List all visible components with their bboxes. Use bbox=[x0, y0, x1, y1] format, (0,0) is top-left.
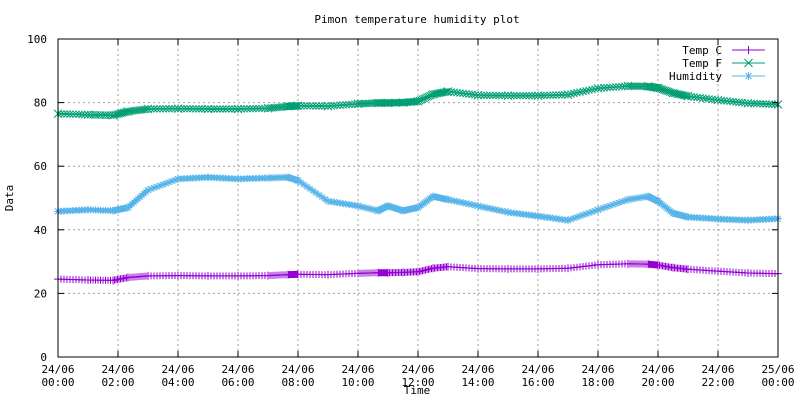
x-tick-date: 25/06 bbox=[761, 363, 794, 376]
x-tick-date: 24/06 bbox=[281, 363, 314, 376]
chart-title: Pimon temperature humidity plot bbox=[314, 13, 519, 26]
x-tick-time: 06:00 bbox=[221, 376, 254, 389]
series-temp-f bbox=[53, 81, 783, 120]
y-tick-label: 20 bbox=[34, 287, 47, 300]
humidity-marker-trail bbox=[57, 173, 779, 224]
y-tick-label: 60 bbox=[34, 160, 47, 173]
legend-swatch-marker bbox=[744, 72, 753, 80]
x-tick-time: 14:00 bbox=[461, 376, 494, 389]
x-tick-label: 24/06 22:00 bbox=[701, 363, 734, 389]
x-tick-time: 04:00 bbox=[161, 376, 194, 389]
x-tick-label: 24/06 04:00 bbox=[161, 363, 194, 389]
x-tick-date: 24/06 bbox=[521, 363, 554, 376]
x-tick-date: 24/06 bbox=[221, 363, 254, 376]
x-tick-date: 24/06 bbox=[581, 363, 614, 376]
x-tick-label: 24/06 06:00 bbox=[221, 363, 254, 389]
legend-label: Temp C bbox=[682, 44, 722, 57]
legend-item-temp-f: Temp F bbox=[682, 57, 765, 70]
series-temp-c bbox=[54, 259, 782, 285]
x-tick-date: 24/06 bbox=[161, 363, 194, 376]
x-tick-date: 24/06 bbox=[461, 363, 494, 376]
x-tick-time: 08:00 bbox=[281, 376, 314, 389]
x-tick-date: 24/06 bbox=[641, 363, 674, 376]
legend-label: Humidity bbox=[669, 70, 722, 83]
humidity-point bbox=[474, 201, 482, 210]
x-tick-label: 24/06 12:00 bbox=[401, 363, 434, 389]
x-tick-label: 24/06 14:00 bbox=[461, 363, 494, 389]
legend-item-humidity: Humidity bbox=[669, 70, 765, 83]
temp-c-marker-trail bbox=[57, 260, 779, 284]
x-tick-time: 12:00 bbox=[401, 376, 434, 389]
x-tick-label: 24/06 18:00 bbox=[581, 363, 614, 389]
x-tick-label: 24/06 02:00 bbox=[101, 363, 134, 389]
x-tick-label: 24/06 10:00 bbox=[341, 363, 374, 389]
x-tick-time: 18:00 bbox=[581, 376, 614, 389]
x-tick-date: 24/06 bbox=[41, 363, 74, 376]
x-tick-date: 24/06 bbox=[701, 363, 734, 376]
x-tick-time: 16:00 bbox=[521, 376, 554, 389]
grid-layer bbox=[58, 39, 778, 357]
x-tick-label: 24/06 16:00 bbox=[521, 363, 554, 389]
humidity-point bbox=[594, 205, 602, 214]
y-axis-title: Data bbox=[3, 185, 16, 212]
series-layer bbox=[53, 81, 783, 285]
y-tick-label: 100 bbox=[27, 33, 47, 46]
y-tick-label: 0 bbox=[40, 351, 47, 364]
legend-swatch-marker bbox=[744, 58, 753, 68]
x-axis-title: Time bbox=[404, 384, 431, 397]
x-tick-label: 25/06 00:00 bbox=[761, 363, 794, 389]
x-tick-time: 20:00 bbox=[641, 376, 674, 389]
series-humidity bbox=[54, 173, 782, 225]
y-tick-label: 80 bbox=[34, 97, 47, 110]
x-tick-date: 24/06 bbox=[341, 363, 374, 376]
x-tick-label: 24/06 00:00 bbox=[41, 363, 74, 389]
legend-item-temp-c: Temp C bbox=[682, 44, 765, 57]
x-tick-label: 24/06 08:00 bbox=[281, 363, 314, 389]
x-tick-time: 00:00 bbox=[41, 376, 74, 389]
legend-label: Temp F bbox=[682, 57, 722, 70]
x-tick-time: 02:00 bbox=[101, 376, 134, 389]
x-tick-label: 24/06 20:00 bbox=[641, 363, 674, 389]
temp-f-marker-trail bbox=[57, 82, 779, 120]
x-tick-date: 24/06 bbox=[101, 363, 134, 376]
x-tick-time: 10:00 bbox=[341, 376, 374, 389]
y-tick-label: 40 bbox=[34, 224, 47, 237]
legend-swatch-marker bbox=[744, 46, 753, 54]
x-tick-time: 00:00 bbox=[761, 376, 794, 389]
x-tick-time: 22:00 bbox=[701, 376, 734, 389]
x-tick-date: 24/06 bbox=[401, 363, 434, 376]
